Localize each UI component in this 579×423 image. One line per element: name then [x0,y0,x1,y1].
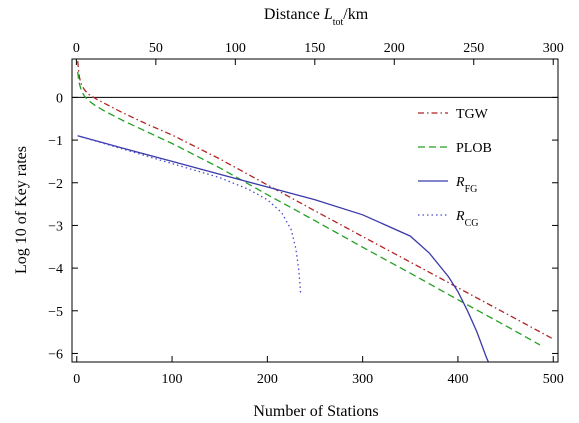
legend-label-0: TGW [456,107,489,122]
y-tick-label: −5 [48,305,63,320]
top-tick-label: 50 [149,41,163,56]
y-tick-label: −1 [48,134,63,149]
legend-label-2: RFG [455,175,477,195]
legend-label-3: RCG [455,209,478,229]
y-axis-title: Log 10 of Key rates [13,146,30,274]
x-tick-label: 100 [162,372,183,387]
top-tick-label: 250 [463,41,484,56]
top-axis-title: Distance Ltot/km [264,6,369,28]
series-line-2 [77,135,490,362]
x-tick-label: 0 [73,372,80,387]
x-tick-label: 300 [352,372,373,387]
y-tick-label: −2 [48,177,63,192]
top-tick-label: 200 [384,41,405,56]
x-tick-label: 200 [257,372,278,387]
x-axis-title: Number of Stations [253,403,378,420]
y-tick-label: −4 [48,262,63,277]
series-line-3 [77,135,302,294]
y-tick-label: −6 [48,347,63,362]
series-line-0 [77,61,554,340]
series-line-1 [77,71,541,346]
legend: TGW PLOB RFG RCG [418,107,492,229]
top-tick-label: 150 [304,41,325,56]
top-tick-label: 300 [543,41,564,56]
top-tick-label: 0 [73,41,80,56]
top-tick-label: 100 [225,41,246,56]
y-tick-label: 0 [56,91,63,106]
x-tick-label: 400 [447,372,468,387]
x-tick-label: 500 [543,372,564,387]
plot-frame [71,58,559,363]
y-tick-label: −3 [48,219,63,234]
legend-label-1: PLOB [456,141,492,156]
